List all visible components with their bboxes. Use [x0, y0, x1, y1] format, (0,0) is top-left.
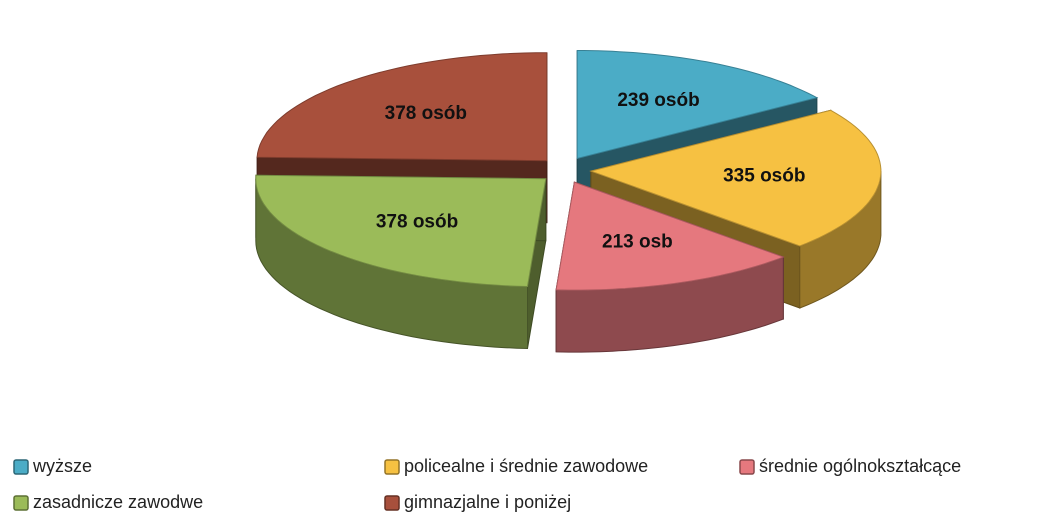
legend-swatch: [13, 495, 29, 511]
legend-label: policealne i średnie zawodowe: [404, 456, 648, 476]
data-label: 213 osb: [602, 232, 673, 253]
slice: [589, 109, 882, 247]
legend-swatch: [384, 459, 400, 475]
slice: [255, 174, 547, 350]
slice: [555, 181, 785, 353]
slice: [255, 174, 547, 288]
legend-label: średnie ogólnokształcące: [759, 456, 961, 476]
legend-swatch: [739, 459, 755, 475]
slice: [555, 181, 785, 291]
legend-swatch: [384, 495, 400, 511]
slice: [256, 52, 548, 162]
data-label: 378 osób: [385, 103, 467, 124]
legend-label: wyższe: [32, 456, 92, 476]
legend-label: zasadnicze zawodwe: [33, 492, 203, 512]
legend-swatch: [13, 459, 29, 475]
legend-label: gimnazjalne i poniżej: [404, 492, 571, 512]
data-label: 239 osób: [617, 90, 699, 111]
data-label: 378 osób: [376, 211, 458, 232]
data-label: 335 osób: [723, 166, 805, 187]
slice: [576, 50, 819, 160]
